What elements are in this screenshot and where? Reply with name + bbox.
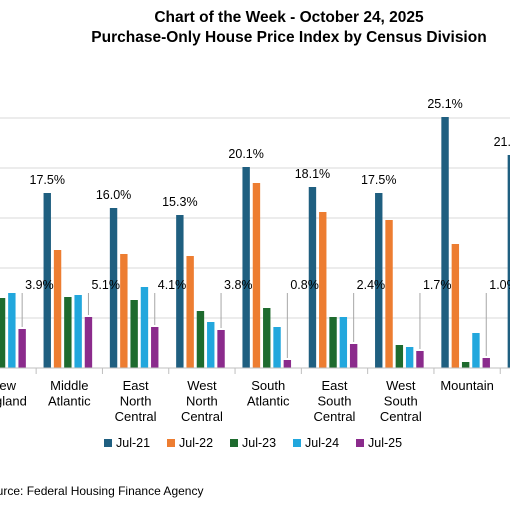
x-tick-label: Mountain — [440, 378, 493, 393]
legend-label: Jul-21 — [116, 436, 150, 450]
legend-item-jul-24: Jul-24 — [293, 436, 339, 450]
x-tick-label: West North Central — [181, 378, 223, 424]
bar-jul-24 — [74, 295, 82, 368]
x-tick-label: West South Central — [380, 378, 422, 424]
bar-jul-24 — [405, 347, 414, 368]
legend-label: Jul-24 — [305, 436, 339, 450]
bar-jul-23 — [461, 362, 470, 368]
data-label: 4.1% — [158, 278, 187, 292]
bar-jul-21 — [109, 208, 118, 368]
x-tick-label: South Atlantic — [247, 378, 290, 409]
bar-jul-23 — [395, 345, 404, 368]
data-label: 0.8% — [290, 278, 319, 292]
bar-jul-25 — [151, 327, 159, 368]
bar-jul-22 — [120, 254, 128, 368]
data-label: 17.5% — [361, 173, 396, 187]
legend-swatch — [230, 439, 238, 447]
x-tick-label: Middle Atlantic — [48, 378, 91, 409]
data-label: 20.1% — [228, 147, 263, 161]
data-label: 1.7% — [423, 278, 452, 292]
data-labels: 3.9% 17.5% 5.1% 16.0% 4.1% 15.3% 3.8% 20.1% 0.8%… — [25, 97, 510, 292]
x-tick-label: East North Central — [115, 378, 157, 424]
data-label: 5.1% — [91, 278, 120, 292]
legend-label: Jul-22 — [179, 436, 213, 450]
bar-jul-23 — [130, 300, 138, 368]
data-label: 25.1% — [427, 97, 462, 111]
bar-jul-23 — [196, 311, 205, 368]
bar-jul-24 — [140, 287, 149, 368]
data-label: 18.1% — [295, 167, 330, 181]
bar-jul-23 — [64, 297, 72, 368]
bar-jul-25 — [283, 360, 292, 368]
bar-jul-21 — [308, 187, 317, 368]
x-tick-label: East South Central — [314, 378, 356, 424]
data-label: 3.8% — [224, 278, 253, 292]
bar-jul-25 — [84, 317, 93, 368]
legend-swatch — [104, 439, 112, 447]
bar-jul-21 — [43, 193, 51, 368]
bar-jul-22 — [186, 256, 194, 368]
bar-jul-24 — [273, 327, 281, 368]
x-tick-label: NewEngland — [0, 378, 27, 409]
data-label: 15.3% — [162, 195, 197, 209]
bar-jul-25 — [18, 329, 26, 368]
bar-jul-22 — [385, 220, 393, 368]
bar-jul-21 — [507, 155, 510, 368]
legend-item-jul-21: Jul-21 — [104, 436, 150, 450]
bar-jul-21 — [242, 167, 250, 368]
bar-jul-24 — [339, 317, 348, 368]
bar-jul-24 — [8, 293, 16, 368]
chart-subtitle: Purchase-Only House Price Index by Censu… — [91, 29, 487, 46]
chart-title: Chart of the Week - October 24, 2025 — [154, 9, 424, 26]
legend-item-jul-25: Jul-25 — [356, 436, 402, 450]
data-label: 21.3% — [494, 135, 510, 149]
legend-item-jul-23: Jul-23 — [230, 436, 276, 450]
source-note: Source: Federal Housing Finance Agency — [0, 484, 204, 498]
bar-jul-21 — [375, 193, 383, 368]
bar-jul-24 — [472, 333, 480, 368]
legend: Jul-21 Jul-22 Jul-23 Jul-24 Jul-25 — [104, 436, 402, 450]
bar-jul-25 — [416, 351, 424, 368]
bar-jul-23 — [0, 298, 6, 368]
bar-jul-22 — [451, 244, 460, 368]
legend-swatch — [167, 439, 175, 447]
legend-item-jul-22: Jul-22 — [167, 436, 213, 450]
leader-lines — [21, 293, 487, 358]
bar-jul-24 — [207, 322, 215, 368]
bar-jul-23 — [329, 317, 337, 368]
bar-jul-25 — [482, 358, 490, 368]
legend-swatch — [356, 439, 364, 447]
data-label: 17.5% — [30, 173, 65, 187]
data-label: 3.9% — [25, 278, 54, 292]
bar-jul-21 — [441, 117, 449, 368]
data-label: 2.4% — [357, 278, 386, 292]
legend-label: Jul-23 — [242, 436, 276, 450]
data-label: 1.0% — [489, 278, 510, 292]
bars — [0, 117, 510, 368]
bar-jul-21 — [176, 215, 184, 368]
bar-jul-22 — [319, 212, 327, 368]
bar-jul-22 — [53, 250, 62, 368]
data-label: 16.0% — [96, 188, 131, 202]
bar-jul-22 — [252, 183, 261, 368]
bar-jul-25 — [217, 330, 225, 368]
chart-title-block: Chart of the Week - October 24, 2025 Pur… — [0, 8, 510, 48]
bar-jul-23 — [263, 308, 271, 368]
bar-jul-25 — [349, 344, 358, 368]
legend-swatch — [293, 439, 301, 447]
legend-label: Jul-25 — [368, 436, 402, 450]
